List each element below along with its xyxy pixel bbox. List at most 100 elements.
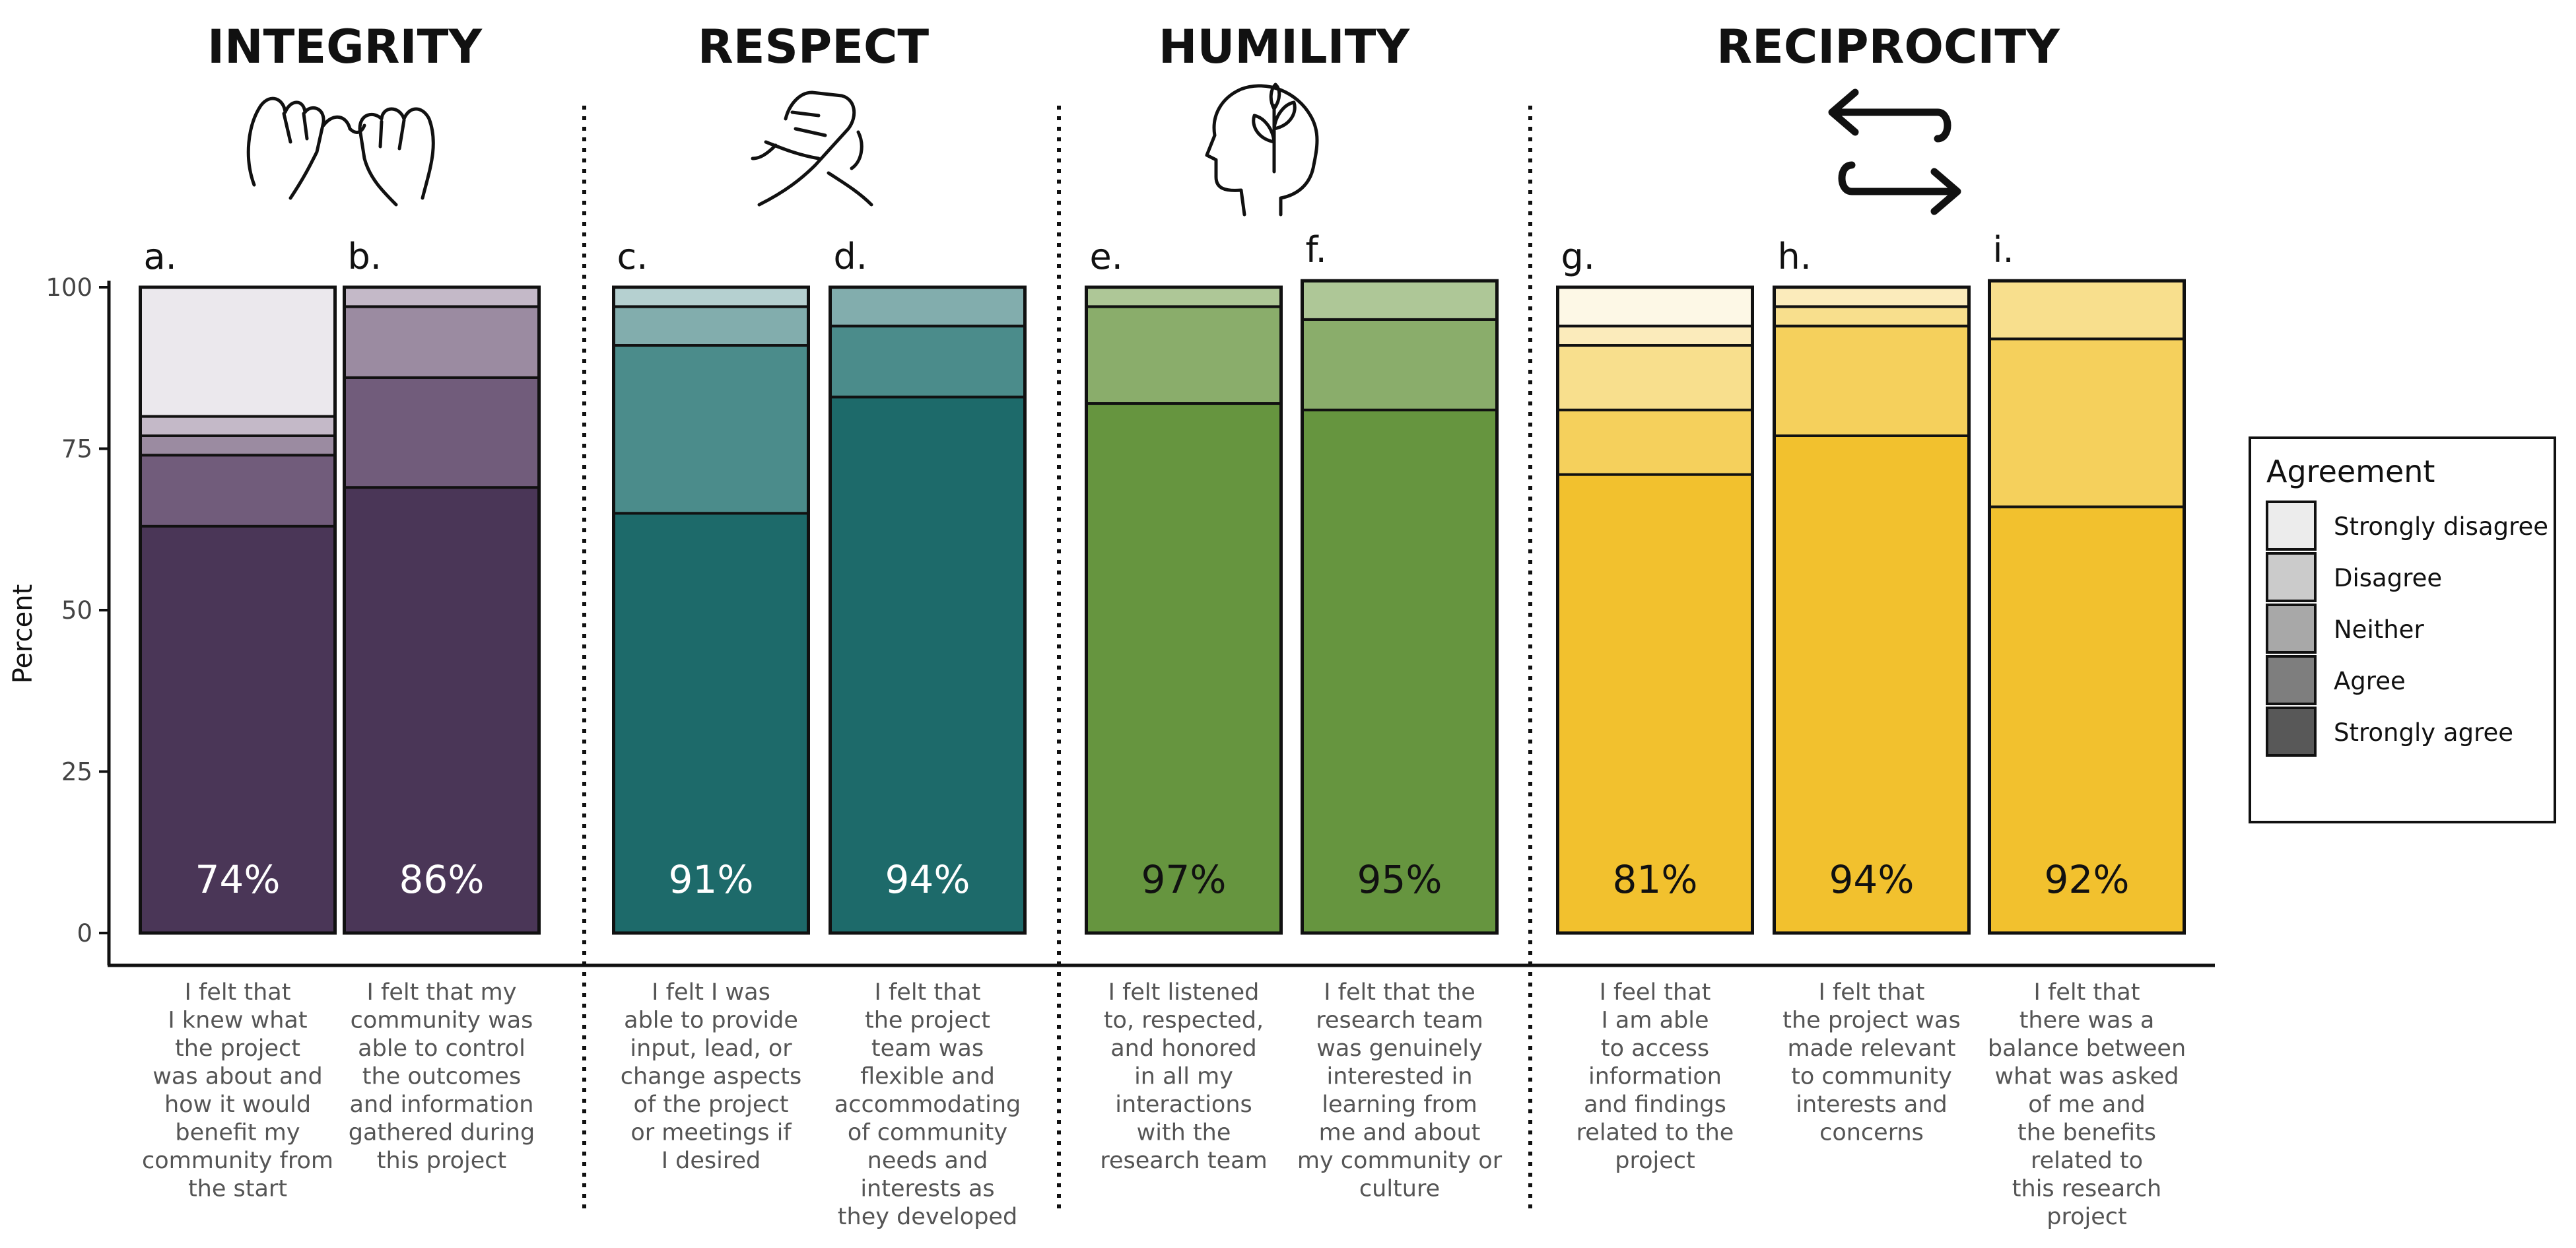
- bar-outline: [1988, 279, 2186, 935]
- bar-caption-line: of the project: [634, 1092, 789, 1118]
- bar-caption-line: this project: [377, 1148, 506, 1174]
- group-title-integrity: INTEGRITY: [207, 20, 483, 74]
- bar-segment-strongly-disagree: [1556, 286, 1754, 328]
- bar-segment-strongly-agree: [1301, 408, 1499, 934]
- bar-caption-line: the project: [865, 1008, 990, 1034]
- bar-segment-agree: [612, 344, 810, 515]
- bar-caption-line: I felt that: [1819, 979, 1925, 1006]
- y-tick-label: 75: [61, 435, 92, 464]
- bar-caption-line: the start: [188, 1176, 287, 1202]
- bar-caption-line: change aspects: [621, 1064, 802, 1090]
- bar-caption-line: me and about: [1319, 1120, 1481, 1146]
- bar-caption-line: made relevant: [1788, 1035, 1956, 1062]
- y-tick-label: 0: [77, 919, 92, 948]
- bar-caption-line: to community: [1791, 1064, 1952, 1090]
- bar-caption-line: the benefits: [2017, 1120, 2156, 1146]
- bar-caption-line: accommodating: [834, 1092, 1021, 1118]
- y-tick-label: 100: [46, 273, 92, 302]
- panel-label: f.: [1306, 229, 1327, 271]
- bar-caption-line: there was a: [2019, 1008, 2155, 1034]
- bar-caption-line: input, lead, or: [630, 1035, 792, 1062]
- percent-label: 97%: [1141, 857, 1227, 902]
- bar-caption-line: research team: [1316, 1008, 1483, 1034]
- bar-caption-line: culture: [1359, 1176, 1440, 1202]
- y-axis-label: Percent: [8, 584, 38, 684]
- bar-caption-line: interested in: [1326, 1064, 1472, 1090]
- bar-caption-line: able to provide: [624, 1008, 798, 1034]
- bar-segment-disagree: [139, 415, 337, 437]
- bar-segment-disagree: [1556, 324, 1754, 347]
- legend-entry: Agree: [2334, 667, 2406, 695]
- bar-segment-disagree: [612, 286, 810, 308]
- legend-entry: Neither: [2334, 615, 2424, 644]
- panel-label: g.: [1561, 236, 1595, 277]
- panel-label: a.: [144, 236, 177, 277]
- bar-segment-strongly-agree: [829, 396, 1027, 934]
- percent-label: 91%: [669, 857, 754, 902]
- bar-caption-line: I desired: [661, 1148, 761, 1174]
- bar-caption-line: related to: [2031, 1148, 2143, 1174]
- bar-caption-line: learning from: [1322, 1092, 1477, 1118]
- bar-caption-line: in all my: [1134, 1064, 1233, 1090]
- y-axis: 0 25 50 75 100: [46, 273, 2215, 967]
- bar-caption-line: I felt listened: [1108, 979, 1260, 1006]
- group-title-reciprocity: RECIPROCITY: [1716, 20, 2060, 74]
- bar-caption-line: research team: [1100, 1148, 1267, 1174]
- bar-segment-neither: [1988, 279, 2186, 341]
- bar-caption-line: the project was: [1782, 1008, 1960, 1034]
- bar-outline: [1556, 285, 1754, 935]
- panel-label: d.: [834, 236, 867, 277]
- bar-caption-line: with the: [1137, 1120, 1231, 1146]
- bar-caption-line: and honored: [1110, 1035, 1257, 1062]
- bar-caption-line: the project: [175, 1035, 300, 1062]
- bar-caption-line: community from: [142, 1148, 333, 1174]
- bar-caption-line: the outcomes: [362, 1064, 521, 1090]
- bar-caption-line: this research: [2012, 1176, 2161, 1202]
- bar-caption-line: they developed: [838, 1204, 1017, 1230]
- bar-caption-line: was about and: [153, 1064, 322, 1090]
- panel-label: c.: [617, 236, 648, 277]
- bar-caption-line: or meetings if: [630, 1120, 792, 1146]
- panel-label: e.: [1090, 236, 1123, 277]
- bar-caption-line: community was: [351, 1008, 533, 1034]
- bar-caption-line: I knew what: [168, 1008, 307, 1034]
- bar-caption-line: I felt that: [875, 979, 981, 1006]
- bar-caption-line: benefit my: [175, 1120, 300, 1146]
- bar-segment-agree: [829, 324, 1027, 399]
- handshake-icon: [751, 90, 873, 207]
- bar-caption-line: I am able: [1601, 1008, 1709, 1034]
- bar-caption-line: gathered during: [349, 1120, 535, 1146]
- bar-segment-neither: [1301, 279, 1499, 321]
- bar-outline: [343, 285, 541, 935]
- bar-outline: [1301, 279, 1499, 935]
- bar-outline: [1085, 285, 1283, 935]
- bar-caption-line: to access: [1601, 1035, 1709, 1062]
- bar-segment-agree: [1301, 318, 1499, 411]
- bar-caption-line: of community: [848, 1120, 1007, 1146]
- legend: Agreement Strongly disagree Disagree Neith…: [2249, 436, 2556, 823]
- bar-segment-strongly-disagree: [139, 286, 337, 418]
- bar-caption-line: flexible and: [860, 1064, 995, 1090]
- bar-caption-line: project: [1615, 1148, 1695, 1174]
- bar-caption-line: I felt I was: [652, 979, 770, 1006]
- bar-caption-line: was genuinely: [1316, 1035, 1482, 1062]
- bar-caption-line: my community or: [1297, 1148, 1503, 1174]
- legend-swatch: [2266, 604, 2317, 654]
- bar-outline: [612, 285, 810, 935]
- y-tick-label: 25: [61, 758, 92, 786]
- bar-caption-line: related to the: [1576, 1120, 1734, 1146]
- bar-segment-agree: [1773, 324, 1971, 437]
- bar-outline: [829, 285, 1027, 935]
- legend-swatch: [2266, 552, 2317, 602]
- y-tick-label: 50: [61, 596, 92, 625]
- percent-label: 94%: [1829, 857, 1915, 902]
- bar-segment-agree: [1988, 337, 2186, 508]
